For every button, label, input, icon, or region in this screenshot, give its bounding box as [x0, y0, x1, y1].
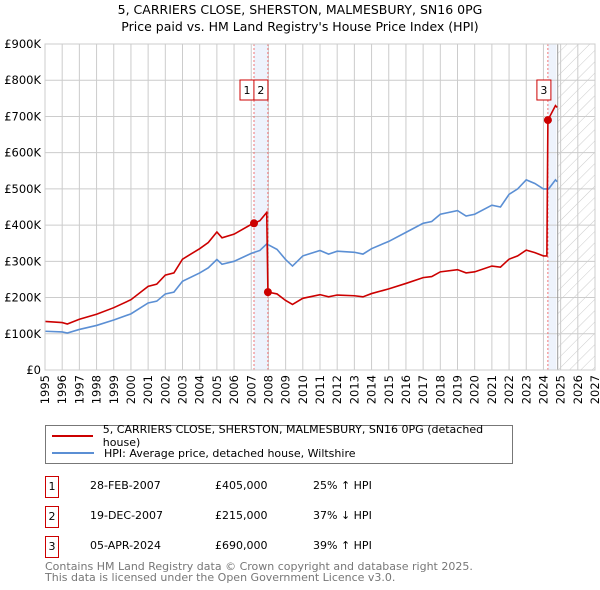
- x-tick-label: 2013: [347, 375, 361, 404]
- sale-date: 28-FEB-2007: [90, 479, 161, 492]
- sale-point: [250, 219, 258, 228]
- x-tick-label: 2007: [244, 375, 258, 404]
- x-tick-label: 2020: [468, 375, 482, 404]
- x-tick-label: 2014: [365, 375, 379, 404]
- x-tick-label: 2018: [433, 375, 447, 404]
- footer-line: Contains HM Land Registry data © Crown c…: [45, 560, 473, 573]
- sale-row: 2 19-DEC-2007 £215,000 37% ↓ HPI: [45, 506, 565, 528]
- sale-row: 1 28-FEB-2007 £405,000 25% ↑ HPI: [45, 476, 565, 498]
- x-tick-label: 2000: [124, 375, 138, 404]
- sale-number: 1: [45, 476, 59, 498]
- y-tick-label: £500K: [4, 182, 41, 196]
- legend-swatch-hpi: [52, 452, 94, 454]
- x-tick-label: 2021: [485, 375, 499, 404]
- sale-label-box: [536, 79, 552, 101]
- x-tick-label: 1999: [107, 375, 121, 404]
- property-price-line: [44, 104, 558, 325]
- legend-swatch-property: [52, 435, 93, 437]
- x-tick-label: 2009: [279, 375, 293, 404]
- y-tick-label: £100K: [4, 327, 41, 341]
- plot-border: [44, 43, 596, 371]
- sale-hpi-diff: 39% ↑ HPI: [313, 539, 372, 552]
- sale-point: [543, 116, 552, 125]
- legend-label-hpi: HPI: Average price, detached house, Wilt…: [104, 446, 356, 460]
- sale-label: 3: [540, 84, 547, 97]
- footer: Contains HM Land Registry data © Crown c…: [45, 561, 473, 583]
- x-tick-label: 2022: [502, 375, 516, 404]
- x-tick-label: 2019: [451, 375, 465, 404]
- x-tick-label: 2010: [296, 375, 310, 404]
- sale-price: £690,000: [215, 539, 268, 552]
- sale-hpi-diff: 25% ↑ HPI: [313, 479, 372, 492]
- sale-row: 3 05-APR-2024 £690,000 39% ↑ HPI: [45, 536, 565, 558]
- x-tick-label: 2005: [210, 375, 224, 404]
- x-tick-label: 1996: [55, 375, 69, 404]
- sale-label: 2: [257, 84, 264, 97]
- y-tick-label: £800K: [4, 73, 41, 87]
- chart-subtitle: Price paid vs. HM Land Registry's House …: [121, 19, 479, 34]
- legend: 5, CARRIERS CLOSE, SHERSTON, MALMESBURY,…: [45, 423, 513, 464]
- sale-label-box: [253, 79, 269, 101]
- x-tick-label: 2026: [571, 375, 585, 404]
- x-tick-label: 1997: [72, 375, 86, 404]
- highlight-band: [547, 44, 557, 370]
- sale-number: 2: [45, 506, 59, 528]
- y-tick-label: £200K: [4, 291, 41, 305]
- x-tick-label: 2008: [261, 375, 275, 404]
- x-tick-label: 2023: [519, 375, 533, 404]
- sale-label: 1: [244, 84, 251, 97]
- forecast-hatch: [557, 44, 595, 370]
- x-tick-label: 2015: [382, 375, 396, 404]
- sale-point: [263, 288, 272, 297]
- sale-hpi-diff: 37% ↓ HPI: [313, 509, 372, 522]
- x-tick-label: 2003: [176, 375, 190, 404]
- sale-price: £215,000: [215, 509, 268, 522]
- x-tick-label: 2001: [141, 375, 155, 404]
- legend-label-property: 5, CARRIERS CLOSE, SHERSTON, MALMESBURY,…: [102, 423, 484, 449]
- x-tick-label: 2011: [313, 375, 327, 404]
- chart-title: 5, CARRIERS CLOSE, SHERSTON, MALMESBURY,…: [117, 2, 483, 17]
- x-tick-label: 2027: [588, 375, 600, 404]
- sale-price: £405,000: [215, 479, 268, 492]
- y-tick-label: £900K: [4, 37, 41, 51]
- sale-date: 19-DEC-2007: [90, 509, 164, 522]
- x-tick-label: 2002: [158, 375, 172, 404]
- x-tick-label: 2024: [536, 375, 550, 404]
- x-tick-label: 2012: [330, 375, 344, 404]
- sale-date: 05-APR-2024: [90, 539, 162, 552]
- x-tick-label: 1995: [38, 375, 52, 404]
- y-tick-label: £600K: [4, 146, 41, 160]
- x-tick-label: 2006: [227, 375, 241, 404]
- sale-number: 3: [45, 536, 59, 558]
- x-tick-label: 1998: [90, 375, 104, 404]
- y-tick-label: £0: [26, 363, 41, 377]
- y-tick-label: £300K: [4, 254, 41, 268]
- highlight-band: [254, 44, 268, 370]
- footer-line: This data is licensed under the Open Gov…: [45, 571, 396, 584]
- x-tick-label: 2004: [193, 375, 207, 404]
- plot-area: £0 £100K £200K £300K £400K £500K £600K £700K £80…: [4, 37, 600, 404]
- x-tick-label: 2025: [554, 375, 568, 404]
- hpi-line: [44, 178, 558, 334]
- x-tick-label: 2017: [416, 375, 430, 404]
- y-tick-label: £400K: [4, 218, 41, 232]
- x-tick-label: 2016: [399, 375, 413, 404]
- y-tick-label: £700K: [4, 109, 41, 123]
